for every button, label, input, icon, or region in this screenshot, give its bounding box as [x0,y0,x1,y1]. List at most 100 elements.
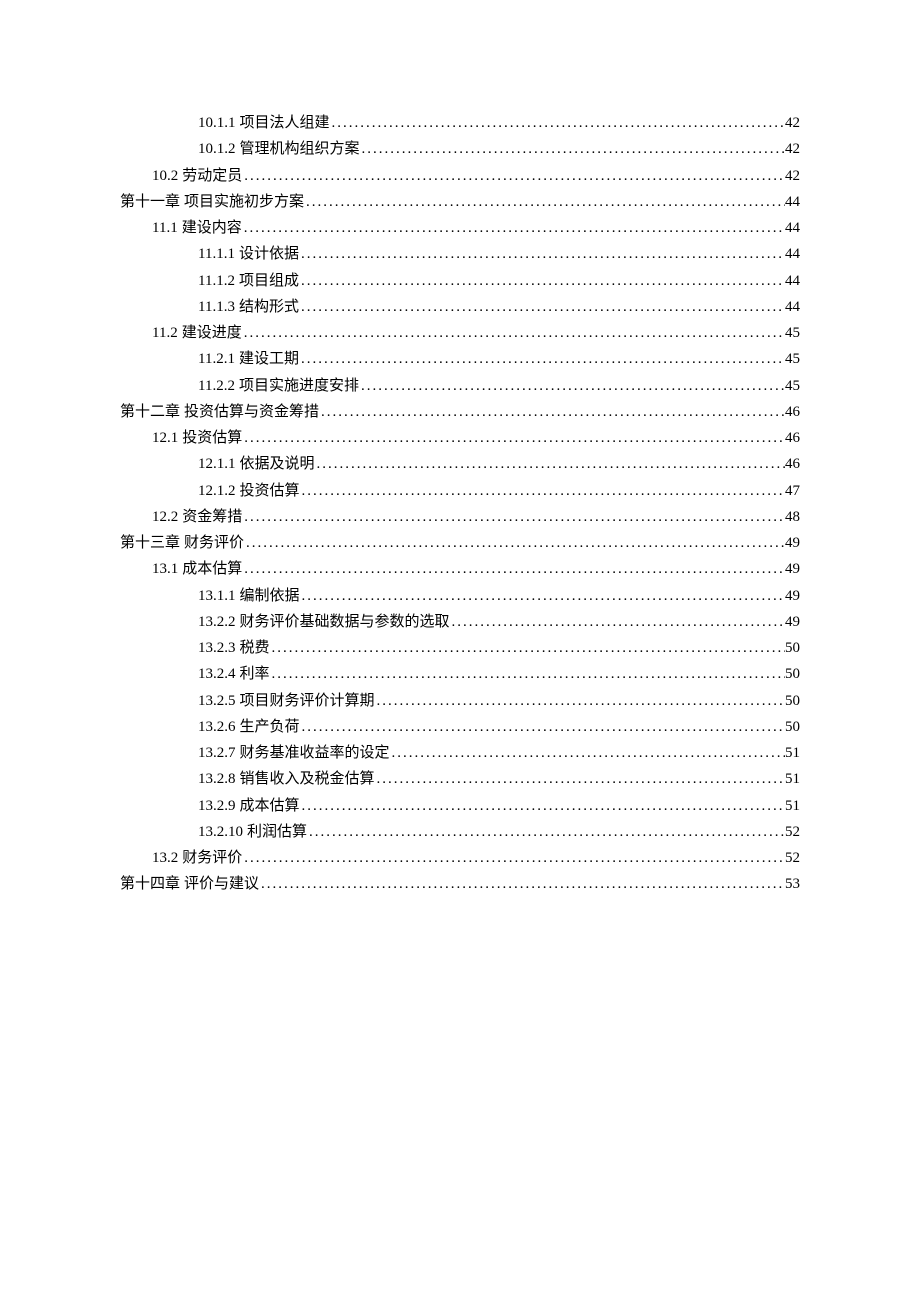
toc-page-number: 50 [785,688,800,714]
toc-leader-dots [450,609,785,635]
toc-leader-dots [359,373,785,399]
toc-page-number: 44 [785,215,800,241]
toc-page-number: 49 [785,583,800,609]
toc-leader-dots [304,189,785,215]
toc-number: 10.1.2 [198,136,236,162]
toc-page-number: 46 [785,451,800,477]
toc-page-number: 48 [785,504,800,530]
toc-leader-dots [242,845,785,871]
toc-leader-dots [242,425,785,451]
toc-page-number: 45 [785,373,800,399]
toc-leader-dots [330,110,785,136]
toc-title: 项目财务评价计算期 [240,688,375,714]
toc-leader-dots [299,268,785,294]
toc-leader-dots [300,583,785,609]
toc-number: 10.1.1 [198,110,236,136]
toc-title: 成本估算 [182,556,242,582]
toc-number: 11.1 [152,215,178,241]
toc-number: 13.1 [152,556,178,582]
toc-title: 依据及说明 [240,451,315,477]
toc-entry: 12.1投资估算46 [120,425,800,451]
toc-title: 设计依据 [239,241,299,267]
toc-number: 13.2 [152,845,178,871]
toc-page-number: 50 [785,661,800,687]
toc-leader-dots [242,504,785,530]
toc-leader-dots [315,451,785,477]
toc-title: 投资估算 [182,425,242,451]
toc-title: 建设工期 [239,346,299,372]
toc-entry: 12.1.1依据及说明 46 [120,451,800,477]
toc-number: 11.1.2 [198,268,235,294]
toc-title: 劳动定员 [182,163,242,189]
toc-page-number: 47 [785,478,800,504]
toc-entry: 第十四章评价与建议53 [120,871,800,897]
toc-number: 11.1.3 [198,294,235,320]
toc-leader-dots [299,346,785,372]
toc-entry: 13.2.5项目财务评价计算期 50 [120,688,800,714]
toc-entry: 11.2.2项目实施进度安排45 [120,373,800,399]
toc-number: 12.1.2 [198,478,236,504]
toc-entry: 13.2.3税费50 [120,635,800,661]
toc-title: 税费 [240,635,270,661]
toc-entry: 13.2.7财务基准收益率的设定 51 [120,740,800,766]
toc-number: 第十三章 [120,530,180,556]
toc-leader-dots [300,793,785,819]
toc-entry: 13.2.10利润估算52 [120,819,800,845]
toc-title: 建设进度 [182,320,242,346]
toc-number: 第十二章 [120,399,180,425]
toc-number: 13.1.1 [198,583,236,609]
toc-entry: 10.1.1项目法人组建42 [120,110,800,136]
toc-leader-dots [360,136,785,162]
toc-title: 财务基准收益率的设定 [240,740,390,766]
toc-leader-dots [300,714,785,740]
toc-title: 结构形式 [239,294,299,320]
table-of-contents: 10.1.1项目法人组建4210.1.2管理机构组织方案4210.2劳动定员42… [120,110,800,898]
toc-page-number: 44 [785,241,800,267]
toc-leader-dots [300,478,785,504]
toc-title: 销售收入及税金估算 [240,766,375,792]
toc-page-number: 49 [785,556,800,582]
toc-title: 项目法人组建 [240,110,330,136]
toc-entry: 13.1.1编制依据49 [120,583,800,609]
toc-title: 资金筹措 [182,504,242,530]
toc-leader-dots [319,399,785,425]
toc-number: 13.2.9 [198,793,236,819]
toc-page-number: 51 [785,740,800,766]
toc-number: 第十一章 [120,189,180,215]
toc-number: 13.2.7 [198,740,236,766]
toc-title: 生产负荷 [240,714,300,740]
toc-entry: 11.1.1设计依据 44 [120,241,800,267]
toc-number: 12.1.1 [198,451,236,477]
toc-title: 成本估算 [240,793,300,819]
toc-title: 建设内容 [182,215,242,241]
toc-title: 项目实施初步方案 [184,189,304,215]
toc-entry: 第十一章项目实施初步方案44 [120,189,800,215]
toc-entry: 11.2建设进度45 [120,320,800,346]
toc-leader-dots [375,766,785,792]
toc-entry: 13.1成本估算 49 [120,556,800,582]
toc-title: 项目实施进度安排 [239,373,359,399]
toc-leader-dots [390,740,785,766]
toc-entry: 11.1.2项目组成44 [120,268,800,294]
toc-entry: 12.1.2投资估算47 [120,478,800,504]
toc-page-number: 52 [785,845,800,871]
toc-entry: 10.2劳动定员42 [120,163,800,189]
toc-entry: 11.2.1建设工期45 [120,346,800,372]
toc-page-number: 49 [785,530,800,556]
toc-entry: 13.2.4利率50 [120,661,800,687]
toc-number: 11.1.1 [198,241,235,267]
toc-number: 11.2.1 [198,346,235,372]
toc-leader-dots [299,294,785,320]
toc-number: 13.2.5 [198,688,236,714]
toc-entry: 10.1.2管理机构组织方案42 [120,136,800,162]
toc-leader-dots [299,241,785,267]
toc-leader-dots [242,556,785,582]
toc-title: 财务评价基础数据与参数的选取 [240,609,450,635]
toc-number: 13.2.2 [198,609,236,635]
toc-page-number: 50 [785,714,800,740]
toc-title: 利润估算 [247,819,307,845]
toc-number: 10.2 [152,163,178,189]
toc-title: 财务评价 [182,845,242,871]
toc-entry: 13.2.9成本估算51 [120,793,800,819]
toc-title: 管理机构组织方案 [240,136,360,162]
